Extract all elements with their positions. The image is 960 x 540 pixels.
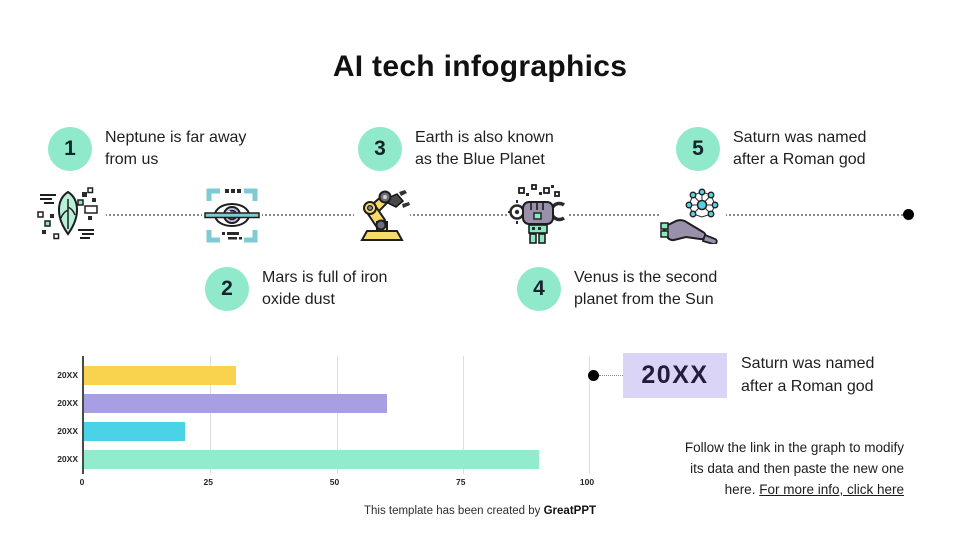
chart-tick-label: 50: [329, 477, 340, 487]
note-line-3-prefix: here.: [724, 481, 760, 497]
step-circle-4: 4: [517, 267, 561, 312]
chart-category-label: 20XX: [57, 426, 78, 436]
ai-fist-icon: [507, 184, 569, 246]
chart-tick-label: 75: [456, 477, 466, 487]
chart-x-ticks: 0 25 50 75 100: [79, 477, 594, 489]
chart-bar: [84, 394, 387, 413]
step-number: 4: [533, 277, 545, 301]
timeline-item-1: 1 Neptune is far away from us: [48, 127, 246, 172]
chart-bar: [84, 422, 185, 441]
chart-category-label: 20XX: [57, 370, 78, 380]
chart-grid-line: [589, 356, 590, 474]
callout-text: Saturn was named after a Roman god: [741, 355, 875, 395]
footer-text: This template has been created by: [363, 505, 544, 517]
footer: This template has been created by GreatP…: [0, 505, 960, 517]
timeline-dotted-line: [62, 214, 907, 216]
chart-category-label: 20XX: [57, 454, 78, 464]
chart-category-label: 20XX: [57, 398, 78, 408]
step-circle-5: 5: [676, 127, 720, 172]
note-link[interactable]: For more info, click here: [759, 481, 904, 497]
callout-year-box: 20XX: [623, 353, 727, 398]
timeline-item-3: 3 Earth is also known as the Blue Planet: [358, 127, 554, 172]
bar-chart-plot: [82, 356, 590, 474]
step-number: 3: [374, 137, 386, 161]
step-text: Mars is full of iron oxide dust: [262, 269, 388, 309]
page-title: AI tech infographics: [332, 50, 628, 83]
step-text: Earth is also known as the Blue Planet: [415, 129, 554, 169]
digital-leaf-icon: [30, 186, 106, 246]
timeline-item-5: 5 Saturn was named after a Roman god: [676, 127, 866, 172]
chart-tick-label: 100: [579, 477, 595, 487]
callout-year: 20XX: [641, 361, 709, 389]
chart-category-labels: 20XX 20XX 20XX 20XX: [24, 356, 78, 474]
step-number: 5: [692, 137, 704, 161]
note-line-2: its data and then paste the new one: [690, 460, 904, 476]
step-number: 2: [221, 277, 233, 301]
note-text: Follow the link in the graph to modify i…: [584, 438, 904, 501]
callout: 20XX Saturn was named after a Roman god: [588, 353, 874, 398]
hand-network-icon: [660, 188, 726, 246]
chart-grid-line: [210, 356, 212, 474]
note-line-1: Follow the link in the graph to modify: [684, 440, 904, 455]
note-line-3: here. For more info, click here: [584, 480, 904, 501]
robot-arm-icon: [354, 184, 410, 246]
step-circle-1: 1: [48, 127, 92, 172]
chart-tick-label: 0: [79, 477, 85, 487]
step-number: 1: [64, 137, 76, 161]
chart-tick-label: 25: [203, 477, 213, 487]
chart-grid-line: [462, 356, 464, 474]
step-text: Neptune is far away from us: [105, 129, 247, 169]
footer-brand: GreatPPT: [543, 505, 597, 517]
step-circle-3: 3: [358, 127, 402, 172]
step-text: Venus is the second planet from the Sun: [574, 269, 718, 309]
eye-scan-icon: [202, 184, 262, 246]
step-circle-2: 2: [205, 267, 249, 312]
chart-grid-line: [336, 356, 338, 474]
timeline-item-2: 2 Mars is full of iron oxide dust: [205, 267, 387, 312]
chart-bar: [84, 450, 539, 469]
callout-bullet-dot: [588, 370, 599, 381]
step-text: Saturn was named after a Roman god: [733, 129, 867, 169]
timeline-end-dot: [903, 209, 914, 220]
timeline-item-4: 4 Venus is the second planet from the Su…: [517, 267, 717, 312]
callout-connector: [599, 375, 623, 376]
chart-bar: [84, 366, 236, 385]
